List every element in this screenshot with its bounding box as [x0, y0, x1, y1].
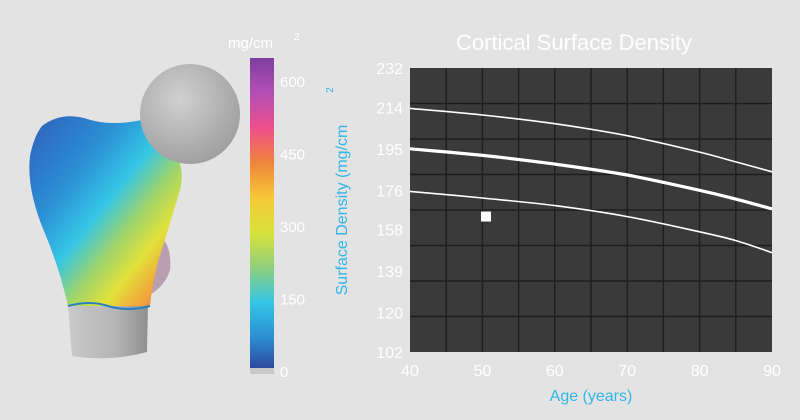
y-tick-label: 139 [376, 264, 403, 281]
x-tick-label: 80 [691, 363, 709, 380]
series-line-mean [409, 147, 773, 211]
colorbar-tick-label: 450 [280, 147, 305, 164]
femur-head [140, 64, 240, 164]
x-tick-label: 60 [546, 363, 564, 380]
y-axis-label-superscript: 2 [325, 87, 336, 93]
x-tick-label: 90 [763, 363, 781, 380]
x-tick-label: 40 [401, 363, 419, 380]
y-tick-label: 102 [376, 345, 403, 362]
series-line-lower [409, 190, 773, 254]
density-chart: Cortical Surface Density 232 214 195 176 158… [325, 30, 781, 405]
colorbar-tick-label: 150 [280, 292, 305, 309]
y-tick-label: 158 [376, 223, 403, 240]
y-tick-label: 195 [376, 142, 403, 159]
colorbar-tick-label: 0 [280, 364, 288, 381]
colorbar-gradient [250, 58, 274, 372]
femur-shaft-gray [68, 304, 148, 359]
series-line-upper [409, 107, 773, 173]
chart-title: Cortical Surface Density [456, 30, 692, 55]
y-axis-label: Surface Density (mg/cm [334, 125, 351, 296]
femur-density-map [29, 64, 240, 359]
y-tick-label: 232 [376, 61, 403, 78]
y-tick-label: 120 [376, 306, 403, 323]
data-point-marker [481, 211, 492, 222]
colorbar: mg/cm 2 600 450 300 150 0 [228, 32, 305, 381]
colorbar-zero-swatch [250, 368, 274, 374]
colorbar-unit-label: mg/cm [228, 35, 273, 52]
y-tick-label: 176 [376, 183, 403, 200]
y-tick-label: 214 [376, 100, 403, 117]
femur-cut-line [67, 302, 151, 310]
colorbar-tick-label: 300 [280, 219, 305, 236]
x-axis-label: Age (years) [550, 388, 633, 405]
x-tick-label: 70 [618, 363, 636, 380]
femur-colored-surface [29, 116, 182, 306]
colorbar-unit-superscript: 2 [294, 32, 300, 43]
x-tick-label: 50 [474, 363, 492, 380]
colorbar-tick-label: 600 [280, 74, 305, 91]
